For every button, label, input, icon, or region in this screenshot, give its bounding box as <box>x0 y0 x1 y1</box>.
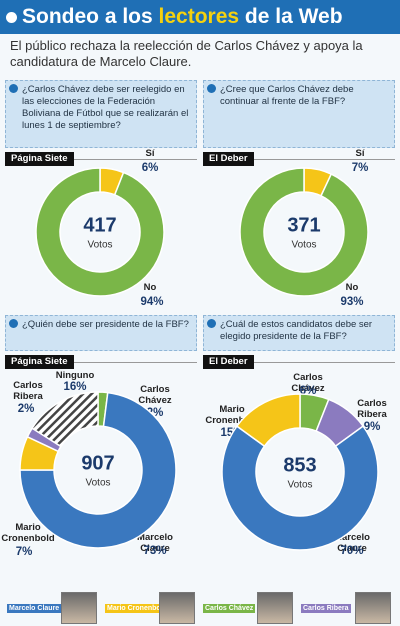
question-icon <box>207 84 216 93</box>
source: El Deber <box>203 152 254 166</box>
question: ¿Cuál de estos candidatos debe ser elegi… <box>203 315 395 351</box>
question: ¿Cree que Carlos Chávez debe continuar a… <box>203 80 395 148</box>
donut-slice <box>19 391 177 549</box>
slice-value: 6% <box>141 162 159 174</box>
slice-label: Sí <box>145 148 155 159</box>
candidate-photo <box>159 592 195 624</box>
slice-label: Mario Cronenbold <box>1 522 55 544</box>
title-highlight: lectores <box>158 5 240 28</box>
source: Página Siete <box>5 355 74 369</box>
total-label: Votos <box>287 479 313 491</box>
slice-label: Mario Cronenbold <box>205 404 259 426</box>
candidate-photo <box>61 592 97 624</box>
slice-value: 93% <box>340 296 364 308</box>
slice-label: Carlos Chávez <box>138 384 172 406</box>
slice-label: Carlos Chávez <box>291 372 325 394</box>
donut-slice <box>239 167 369 297</box>
slice-value: 16% <box>63 381 87 393</box>
legend-name: Mario Cronenbold <box>105 604 169 613</box>
source: El Deber <box>203 355 254 369</box>
legend-name: Marcelo Claure <box>7 604 62 613</box>
candidate-photo <box>355 592 391 624</box>
question: ¿Quién debe ser presidente de la FBF? <box>5 315 197 351</box>
slice-value: 2% <box>17 403 35 415</box>
total-votes: 853 <box>283 454 317 477</box>
title-part: Sondeo a los <box>22 5 159 28</box>
question-icon <box>207 319 216 328</box>
legend-name: Carlos Chávez <box>203 604 256 613</box>
total-label: Votos <box>291 239 317 251</box>
question-icon <box>9 319 18 328</box>
slice-label: No <box>143 282 157 293</box>
slice-label: Marcelo Claure <box>137 532 173 554</box>
source-rule <box>5 362 197 363</box>
donut-slice <box>31 391 99 448</box>
question: ¿Carlos Chávez debe ser reelegido en las… <box>5 80 197 148</box>
total-votes: 371 <box>287 214 321 237</box>
source: Página Siete <box>5 152 74 166</box>
slice-label: Marcelo Claure <box>334 532 370 554</box>
title-part: de la Web <box>239 5 343 28</box>
source-rule <box>203 362 395 363</box>
source-rule <box>203 159 395 160</box>
slice-value: 94% <box>140 296 164 308</box>
slice-label: Carlos Ribera <box>357 398 387 420</box>
slice-label: No <box>345 282 359 293</box>
subtitle: El público rechaza la reelección de Carl… <box>10 38 363 69</box>
slice-label: Ninguno <box>55 370 95 381</box>
header-bullet <box>6 12 17 23</box>
question-icon <box>9 84 18 93</box>
slice-value: 73% <box>143 545 167 557</box>
donut-slice <box>35 167 165 297</box>
header-bar <box>0 0 400 34</box>
total-votes: 417 <box>83 214 117 237</box>
title: Sondeo a los lectores de la Web <box>22 5 343 29</box>
slice-value: 7% <box>15 546 33 558</box>
donut-slice <box>235 393 301 448</box>
source-rule <box>5 159 197 160</box>
total-label: Votos <box>87 239 113 251</box>
slice-value: 9% <box>363 421 381 433</box>
slice-value: 70% <box>340 545 364 557</box>
slice-label: Sí <box>355 148 365 159</box>
slice-value: 7% <box>351 162 369 174</box>
legend-name: Carlos Ribera <box>301 604 351 613</box>
total-label: Votos <box>85 477 111 489</box>
slice-label: Carlos Ribera <box>13 380 43 402</box>
donut-slice <box>221 425 379 551</box>
candidate-photo <box>257 592 293 624</box>
total-votes: 907 <box>81 452 115 475</box>
